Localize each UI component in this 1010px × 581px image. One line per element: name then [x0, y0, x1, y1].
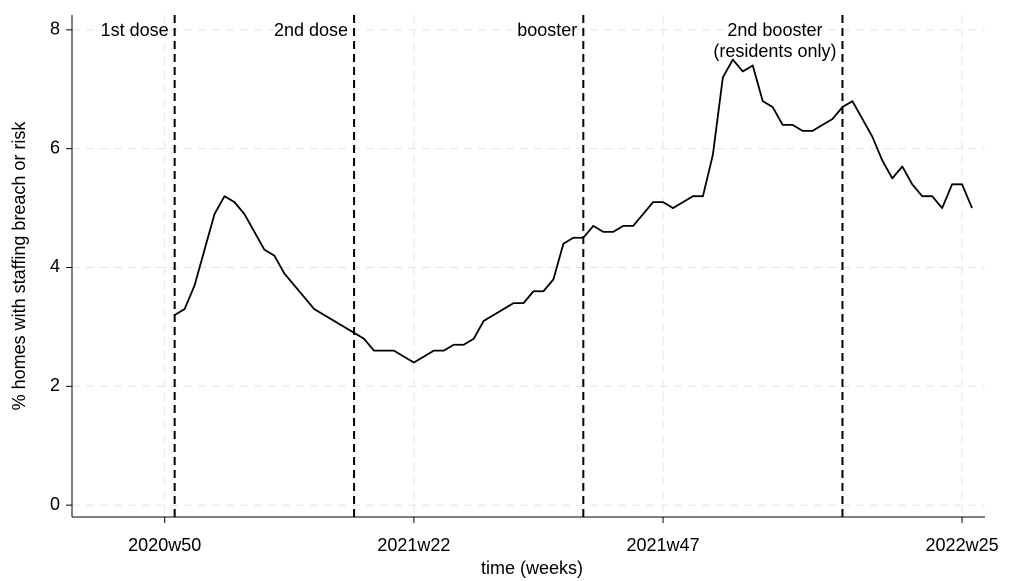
event-label: booster	[517, 20, 577, 40]
y-tick-label: 8	[50, 19, 60, 39]
x-tick-label: 2021w47	[627, 535, 700, 555]
y-tick-label: 4	[50, 256, 60, 276]
x-tick-label: 2022w25	[926, 535, 999, 555]
y-axis-label: % homes with staffing breach or risk	[9, 121, 29, 411]
x-axis-label: time (weeks)	[481, 558, 583, 578]
event-label: 2nd dose	[274, 20, 348, 40]
y-tick-label: 6	[50, 137, 60, 157]
y-tick-label: 0	[50, 494, 60, 514]
line	[174, 58, 973, 364]
x-tick-label: 2020w50	[128, 535, 201, 555]
event-label: (residents only)	[713, 41, 836, 61]
x-tick-label: 2021w22	[377, 535, 450, 555]
event-label: 2nd booster	[727, 20, 822, 40]
y-tick-label: 2	[50, 375, 60, 395]
event-label: 1st dose	[101, 20, 169, 40]
